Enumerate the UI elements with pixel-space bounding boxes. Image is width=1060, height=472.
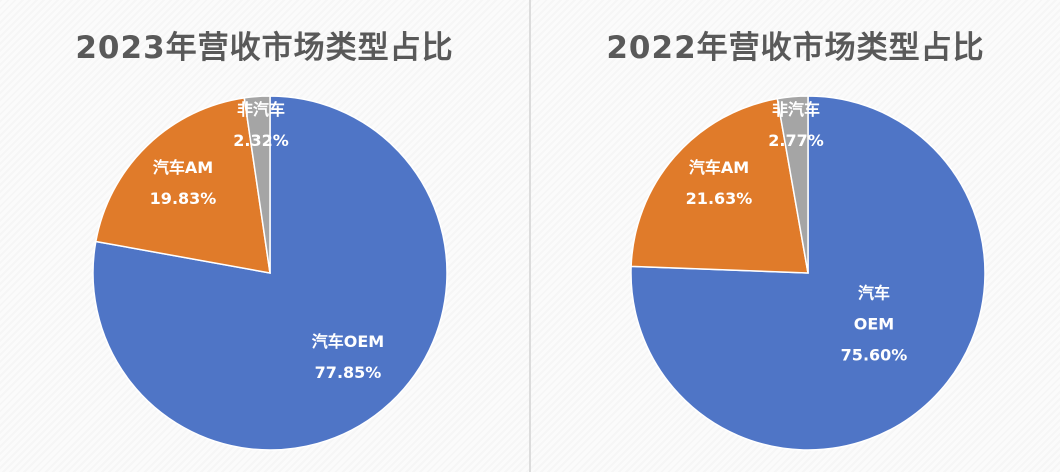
panel-divider: [529, 0, 531, 472]
slice-value-label-am: 21.63%: [686, 189, 753, 208]
pie-chart-2022: 汽车 OEM 75.60% 汽车AM 21.63% 非汽车 2.77%: [630, 95, 986, 451]
pie-slice-non-auto: [243, 95, 271, 274]
pie-slice-non-auto: [776, 95, 809, 274]
chart-title-2023: 2023年营收市场类型占比: [75, 30, 454, 66]
pie-slice-am: [94, 97, 271, 274]
pie-labels-2022: 汽车 OEM 75.60% 汽车AM 21.63% 非汽车 2.77%: [686, 100, 908, 365]
slice-category-label-oem: OEM: [854, 315, 894, 334]
slice-category-label-oem: 汽车: [858, 284, 890, 303]
slice-value-label-oem: 77.85%: [315, 363, 382, 382]
slice-value-label-non-auto: 2.32%: [233, 131, 289, 150]
pie-labels-2023: 汽车OEM 77.85% 汽车AM 19.83% 非汽车 2.32%: [150, 100, 385, 382]
pie-slice-am: [630, 97, 809, 274]
slice-category-label-am: 汽车AM: [153, 158, 213, 177]
pie-slice-oem: [92, 95, 448, 451]
pie-chart-2023: 汽车OEM 77.85% 汽车AM 19.83% 非汽车 2.32%: [92, 95, 448, 451]
pie-panel-2022: 2022年营收市场类型占比 汽车 OEM 75.60% 汽车AM 21.63% 非汽车 2.…: [531, 0, 1060, 472]
chart-title-2022: 2022年营收市场类型占比: [606, 30, 985, 66]
slice-value-label-am: 19.83%: [150, 189, 217, 208]
pie-slices-2022: [630, 95, 986, 451]
slice-value-label-non-auto: 2.77%: [768, 131, 824, 150]
pie-slices-2023: [92, 95, 448, 451]
slice-category-label-am: 汽车AM: [689, 158, 749, 177]
slice-category-label-non-auto: 非汽车: [772, 100, 820, 119]
slice-value-label-oem: 75.60%: [841, 346, 908, 365]
slice-category-label-oem: 汽车OEM: [312, 332, 384, 351]
slice-category-label-non-auto: 非汽车: [237, 100, 285, 119]
pie-panel-2023: 2023年营收市场类型占比 汽车OEM 77.85% 汽车AM 19.83% 非汽车 2.…: [0, 0, 529, 472]
